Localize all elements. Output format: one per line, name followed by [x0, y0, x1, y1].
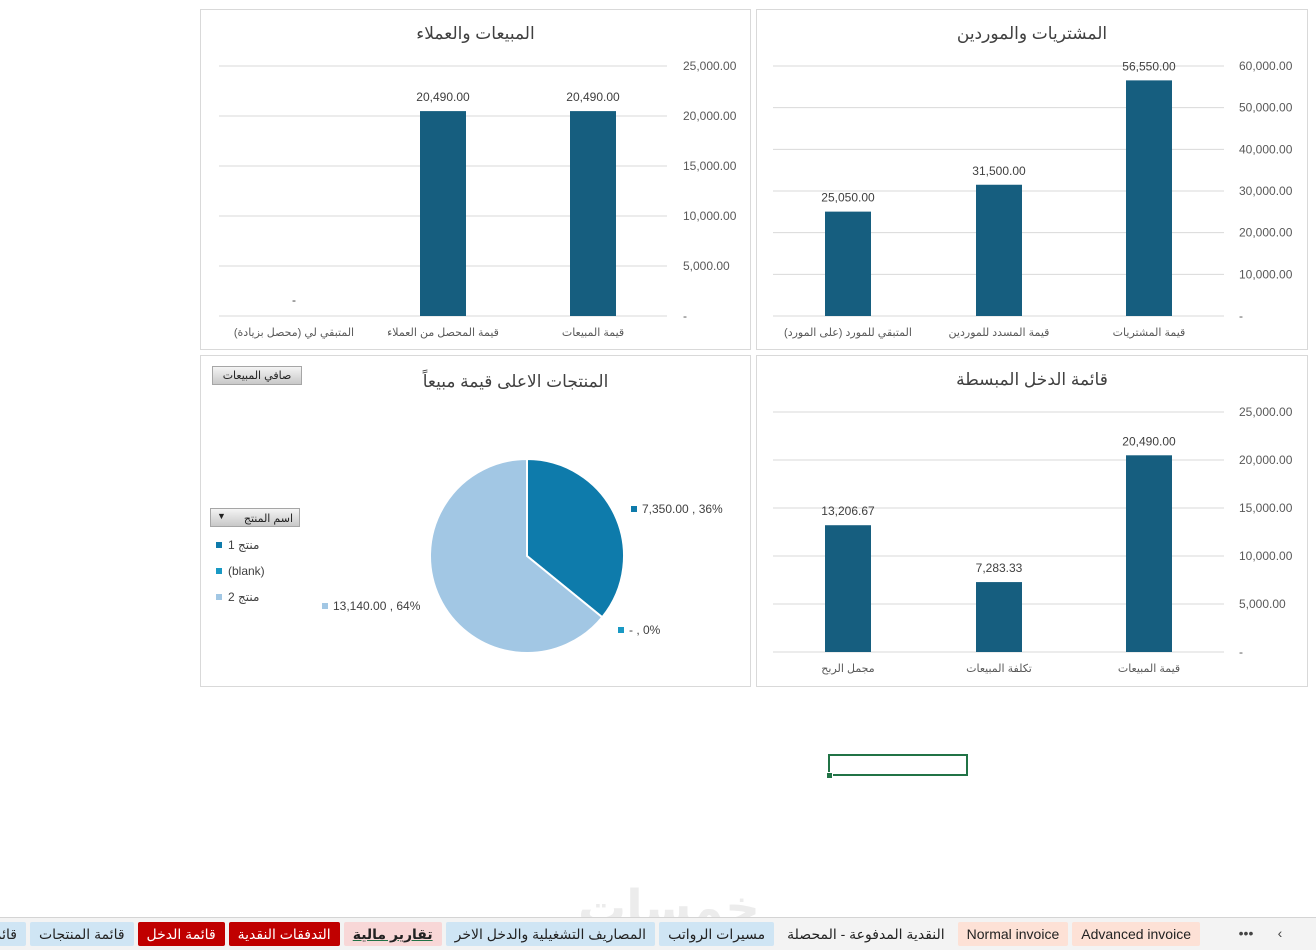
y-tick-label: 15,000.00	[683, 159, 737, 173]
data-label: 13,140.00 , 64%	[333, 599, 421, 613]
data-label: 20,490.00	[1122, 434, 1176, 448]
bar	[1126, 80, 1172, 316]
legend-item: (blank)	[216, 558, 265, 584]
pie-slice	[526, 457, 625, 619]
y-tick-label: -	[1239, 309, 1243, 323]
bar	[420, 111, 466, 316]
category-label: قيمة المبيعات	[1118, 663, 1180, 675]
category-label: قيمة المسدد للموردين	[949, 327, 1050, 339]
chart-title: قائمة الدخل المبسطة	[956, 370, 1108, 389]
sheet-tab[interactable]: المصاريف التشغيلية والدخل الاخر	[445, 922, 656, 946]
legend-swatch	[216, 542, 222, 548]
sheet-tab[interactable]: قائمة الدخل	[137, 922, 225, 946]
y-tick-label: -	[683, 309, 687, 323]
products-pie-chart: 7,350.00 , 36% - , 0% 13,140.00 , 64%	[322, 457, 723, 654]
sheet-tab-bar: ••• ‹ Advanced invoice Normal invoice النق…	[0, 917, 1316, 950]
selected-cell[interactable]	[828, 754, 968, 776]
more-sheets-button[interactable]: •••	[1238, 925, 1254, 941]
data-label: 56,550.00	[1122, 59, 1176, 73]
legend-swatch	[216, 568, 222, 574]
y-tick-label: -	[1239, 645, 1243, 659]
legend-item: منتج 2	[216, 584, 265, 610]
y-tick-label: 5,000.00	[683, 259, 730, 273]
data-label: 7,350.00 , 36%	[642, 502, 723, 516]
fill-handle[interactable]	[826, 772, 833, 779]
bar	[976, 582, 1022, 652]
filter-button-label: اسم المنتج	[243, 513, 293, 525]
category-label: المتبقي للمورد (على المورد)	[784, 327, 912, 339]
sheet-tabs: Advanced invoice Normal invoice النقدية ال…	[0, 921, 1200, 947]
sheet-tab[interactable]: Advanced invoice	[1072, 922, 1200, 946]
y-tick-label: 10,000.00	[1239, 267, 1293, 281]
chart-title: المنتجات الاعلى قيمة مبيعاً	[422, 372, 609, 391]
data-label: - , 0%	[629, 623, 661, 637]
y-tick-label: 30,000.00	[1239, 184, 1293, 198]
chart-income-statement[interactable]: قائمة الدخل المبسطة 25,000.00 20,000.00 15…	[756, 355, 1308, 687]
chart-sales-customers[interactable]: المبيعات والعملاء 25,000.00 20,000.00 15,0…	[200, 9, 751, 350]
category-label: مجمل الربح	[821, 663, 874, 675]
dropdown-arrow-icon: ▼	[217, 511, 226, 521]
category-label: قيمة المحصل من العملاء	[387, 327, 499, 339]
sheet-tab[interactable]: النقدية المدفوعة - المحصلة	[778, 922, 954, 946]
value-field-button[interactable]: صافي المبيعات	[212, 366, 302, 385]
y-tick-label: 20,000.00	[1239, 226, 1293, 240]
y-tick-label: 50,000.00	[1239, 101, 1293, 115]
bar	[976, 184, 1022, 316]
sheet-tab[interactable]: قائمة المنتجات	[30, 922, 134, 946]
category-label: تكلفة المبيعات	[966, 663, 1032, 675]
data-label: 25,050.00	[821, 191, 875, 205]
y-tick-label: 25,000.00	[683, 59, 737, 73]
y-tick-label: 15,000.00	[1239, 501, 1293, 515]
scroll-tabs-left-button[interactable]: ‹	[1277, 925, 1283, 941]
y-tick-label: 5,000.00	[1239, 597, 1286, 611]
data-label: -	[292, 293, 296, 307]
data-label-key	[322, 603, 328, 609]
data-label: 20,490.00	[416, 90, 470, 104]
y-tick-label: 60,000.00	[1239, 59, 1293, 73]
y-tick-label: 20,000.00	[683, 109, 737, 123]
bar	[825, 211, 871, 316]
category-label: قيمة المبيعات	[562, 327, 624, 339]
category-label: قيمة المشتريات	[1113, 327, 1186, 339]
chart-title: المشتريات والموردين	[956, 24, 1108, 43]
y-tick-label: 20,000.00	[1239, 453, 1293, 467]
chart-title: المبيعات والعملاء	[416, 24, 535, 43]
data-label-key	[618, 627, 624, 633]
data-label: 31,500.00	[972, 164, 1026, 178]
y-tick-label: 10,000.00	[1239, 549, 1293, 563]
category-label: المتبقي لي (محصل بزيادة)	[234, 327, 354, 339]
data-label: 13,206.67	[821, 504, 875, 518]
product-name-filter-button[interactable]: ▼ اسم المنتج	[210, 508, 300, 527]
bar	[570, 111, 616, 316]
purchases-bar-chart: 60,000.00 50,000.00 40,000.00 30,000.00 20,0…	[773, 59, 1293, 339]
sales-bar-chart: 25,000.00 20,000.00 15,000.00 10,000.00 5,00…	[219, 59, 737, 339]
data-label: 20,490.00	[566, 90, 620, 104]
sheet-tab[interactable]: مسيرات الرواتب	[659, 922, 775, 946]
sheet-tab[interactable]: تقارير مالية	[343, 922, 442, 946]
bar	[825, 525, 871, 652]
sheet-tab[interactable]: Normal invoice	[957, 922, 1069, 946]
chart-purchases-suppliers[interactable]: المشتريات والموردين 60,000.00 50,000.00 40…	[756, 9, 1308, 350]
income-bar-chart: 25,000.00 20,000.00 15,000.00 10,000.00 5,00…	[773, 405, 1293, 675]
data-label: 7,283.33	[976, 561, 1023, 575]
data-label-key	[631, 506, 637, 512]
legend-item: منتج 1	[216, 532, 265, 558]
legend-swatch	[216, 594, 222, 600]
pie-legend: منتج 1 (blank) منتج 2	[216, 532, 265, 610]
sheet-tab[interactable]: التدفقات النقدية	[228, 922, 340, 946]
y-tick-label: 40,000.00	[1239, 142, 1293, 156]
bar	[1126, 455, 1172, 652]
sheet-tab[interactable]: قائمة ا	[0, 922, 26, 946]
y-tick-label: 10,000.00	[683, 209, 737, 223]
y-tick-label: 25,000.00	[1239, 405, 1293, 419]
pie-slice	[429, 457, 604, 654]
